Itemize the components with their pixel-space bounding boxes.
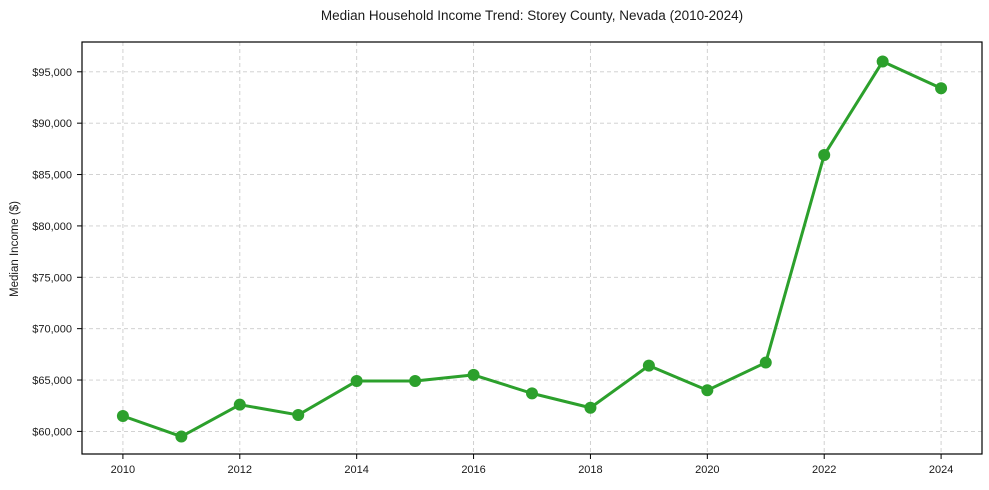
y-tick-label: $60,000 bbox=[32, 426, 72, 438]
data-point-2018 bbox=[584, 401, 597, 414]
data-point-2013 bbox=[292, 408, 305, 421]
data-point-2012 bbox=[233, 398, 246, 411]
data-point-2015 bbox=[409, 375, 422, 388]
data-point-2021 bbox=[759, 356, 772, 369]
x-tick-label: 2014 bbox=[344, 464, 368, 476]
y-tick-label: $65,000 bbox=[32, 375, 72, 387]
plot-border bbox=[81, 41, 983, 455]
data-point-2022 bbox=[818, 149, 831, 162]
data-point-2020 bbox=[701, 384, 714, 397]
y-tick-label: $75,000 bbox=[32, 272, 72, 284]
y-tick-label: $80,000 bbox=[32, 221, 72, 233]
data-point-2014 bbox=[350, 375, 363, 388]
data-point-2017 bbox=[526, 387, 538, 400]
x-tick-label: 2018 bbox=[578, 464, 602, 476]
data-point-2016 bbox=[467, 368, 480, 381]
y-tick-label: $70,000 bbox=[32, 324, 72, 336]
data-point-2011 bbox=[175, 430, 188, 443]
data-point-2024 bbox=[935, 82, 948, 95]
x-tick-label: 2020 bbox=[695, 464, 719, 476]
y-tick-label: $85,000 bbox=[32, 170, 72, 182]
x-tick-label: 2010 bbox=[111, 464, 135, 476]
x-tick-label: 2022 bbox=[812, 464, 836, 476]
x-tick-label: 2016 bbox=[461, 464, 485, 476]
chart-title: Median Household Income Trend: Storey Co… bbox=[320, 8, 744, 23]
y-tick-label: $90,000 bbox=[32, 118, 72, 130]
data-point-2019 bbox=[642, 359, 655, 372]
data-point-2010 bbox=[116, 409, 129, 422]
x-tick-label: 2012 bbox=[228, 464, 252, 476]
data-point-2023 bbox=[876, 55, 889, 68]
y-tick-label: $95,000 bbox=[32, 67, 72, 79]
x-tick-label: 2024 bbox=[929, 464, 953, 476]
